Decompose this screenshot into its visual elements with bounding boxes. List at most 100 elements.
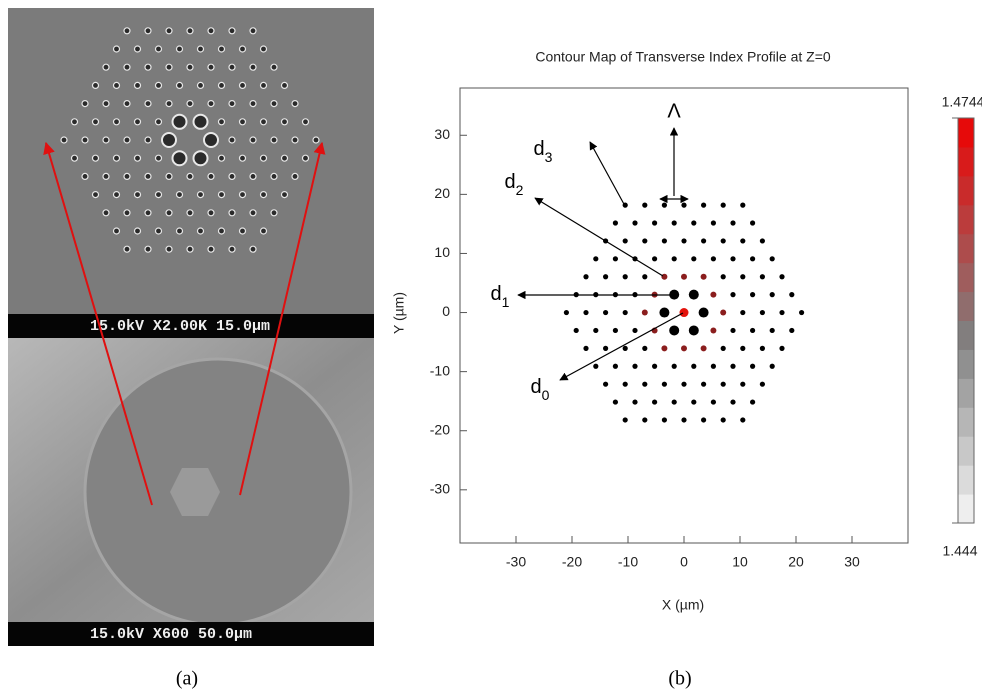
sem-hole (198, 192, 204, 198)
hole (632, 364, 637, 369)
hole (681, 417, 686, 422)
sem-hole (240, 228, 246, 234)
hole (770, 364, 775, 369)
sem-hole (114, 46, 120, 52)
sem-hole (250, 101, 256, 107)
hole (659, 308, 669, 318)
y-tick-label: 20 (434, 185, 450, 201)
hole (721, 382, 726, 387)
annotation-subscript: 2 (516, 182, 524, 198)
sem-hole (124, 28, 130, 34)
hole (691, 256, 696, 261)
hole (699, 308, 709, 318)
hole (760, 274, 765, 279)
sem-hole (240, 46, 246, 52)
hole (689, 290, 699, 300)
hole (593, 256, 598, 261)
y-tick-label: -30 (430, 481, 450, 497)
hole (689, 325, 699, 335)
sem-hole (250, 173, 256, 179)
hole (681, 203, 686, 208)
hole (721, 238, 726, 243)
hole (711, 399, 716, 404)
sem-hole (72, 119, 78, 125)
sem-hole (292, 101, 298, 107)
hole (720, 310, 726, 316)
sem-hole (114, 155, 120, 161)
sem-hole (229, 28, 235, 34)
hole (623, 238, 628, 243)
colorbar-step (958, 292, 974, 321)
hole (750, 220, 755, 225)
sem-hole (187, 173, 193, 179)
hole (760, 310, 765, 315)
hole (789, 328, 794, 333)
hole (623, 382, 628, 387)
hole (672, 256, 677, 261)
sem-hole (61, 137, 67, 143)
sem-hole (114, 228, 120, 234)
hole (701, 203, 706, 208)
hole (574, 328, 579, 333)
hole (770, 256, 775, 261)
hole (799, 310, 804, 315)
colorbar-step (958, 118, 974, 147)
sem-hole (156, 228, 162, 234)
hole (710, 292, 716, 298)
sem-hole (261, 155, 267, 161)
hole (642, 238, 647, 243)
sem-hole (208, 173, 214, 179)
hole (750, 328, 755, 333)
sem-hole (219, 82, 225, 88)
colorbar-step (958, 205, 974, 234)
sem-hole (219, 228, 225, 234)
hole (740, 382, 745, 387)
hole (721, 274, 726, 279)
caption: (b) (668, 668, 691, 690)
hole (701, 274, 707, 280)
sem-hole (135, 82, 141, 88)
hole (789, 292, 794, 297)
hole (661, 274, 667, 280)
hole (642, 346, 647, 351)
hole (603, 346, 608, 351)
sem-hole (282, 82, 288, 88)
caption: (a) (176, 668, 198, 690)
hole (583, 274, 588, 279)
sem-hole (177, 228, 183, 234)
sem-hole (303, 155, 309, 161)
sem-hole (261, 119, 267, 125)
sem-hole (82, 173, 88, 179)
hole (691, 364, 696, 369)
hole (779, 310, 784, 315)
sem-hole (135, 192, 141, 198)
hole (760, 238, 765, 243)
sem-hole (219, 46, 225, 52)
sem-hole (250, 137, 256, 143)
sem-hole (145, 101, 151, 107)
sem-hole (240, 192, 246, 198)
sem-hole (145, 173, 151, 179)
hole (740, 417, 745, 422)
sem-hole (145, 28, 151, 34)
sem-hole (250, 64, 256, 70)
hole (680, 308, 689, 317)
sem-hole (145, 64, 151, 70)
sem-hole (204, 133, 218, 147)
hole (662, 238, 667, 243)
sem-hole (250, 210, 256, 216)
hole (603, 274, 608, 279)
hole (740, 310, 745, 315)
hole (642, 274, 647, 279)
hole (603, 382, 608, 387)
sem-hole (135, 119, 141, 125)
sem-hole (124, 246, 130, 252)
hole (750, 292, 755, 297)
x-tick-label: 0 (680, 554, 688, 570)
hole (701, 382, 706, 387)
sem-hole (166, 173, 172, 179)
sem-hole (261, 192, 267, 198)
hole (691, 399, 696, 404)
sem-hole (303, 119, 309, 125)
sem-hole (187, 101, 193, 107)
